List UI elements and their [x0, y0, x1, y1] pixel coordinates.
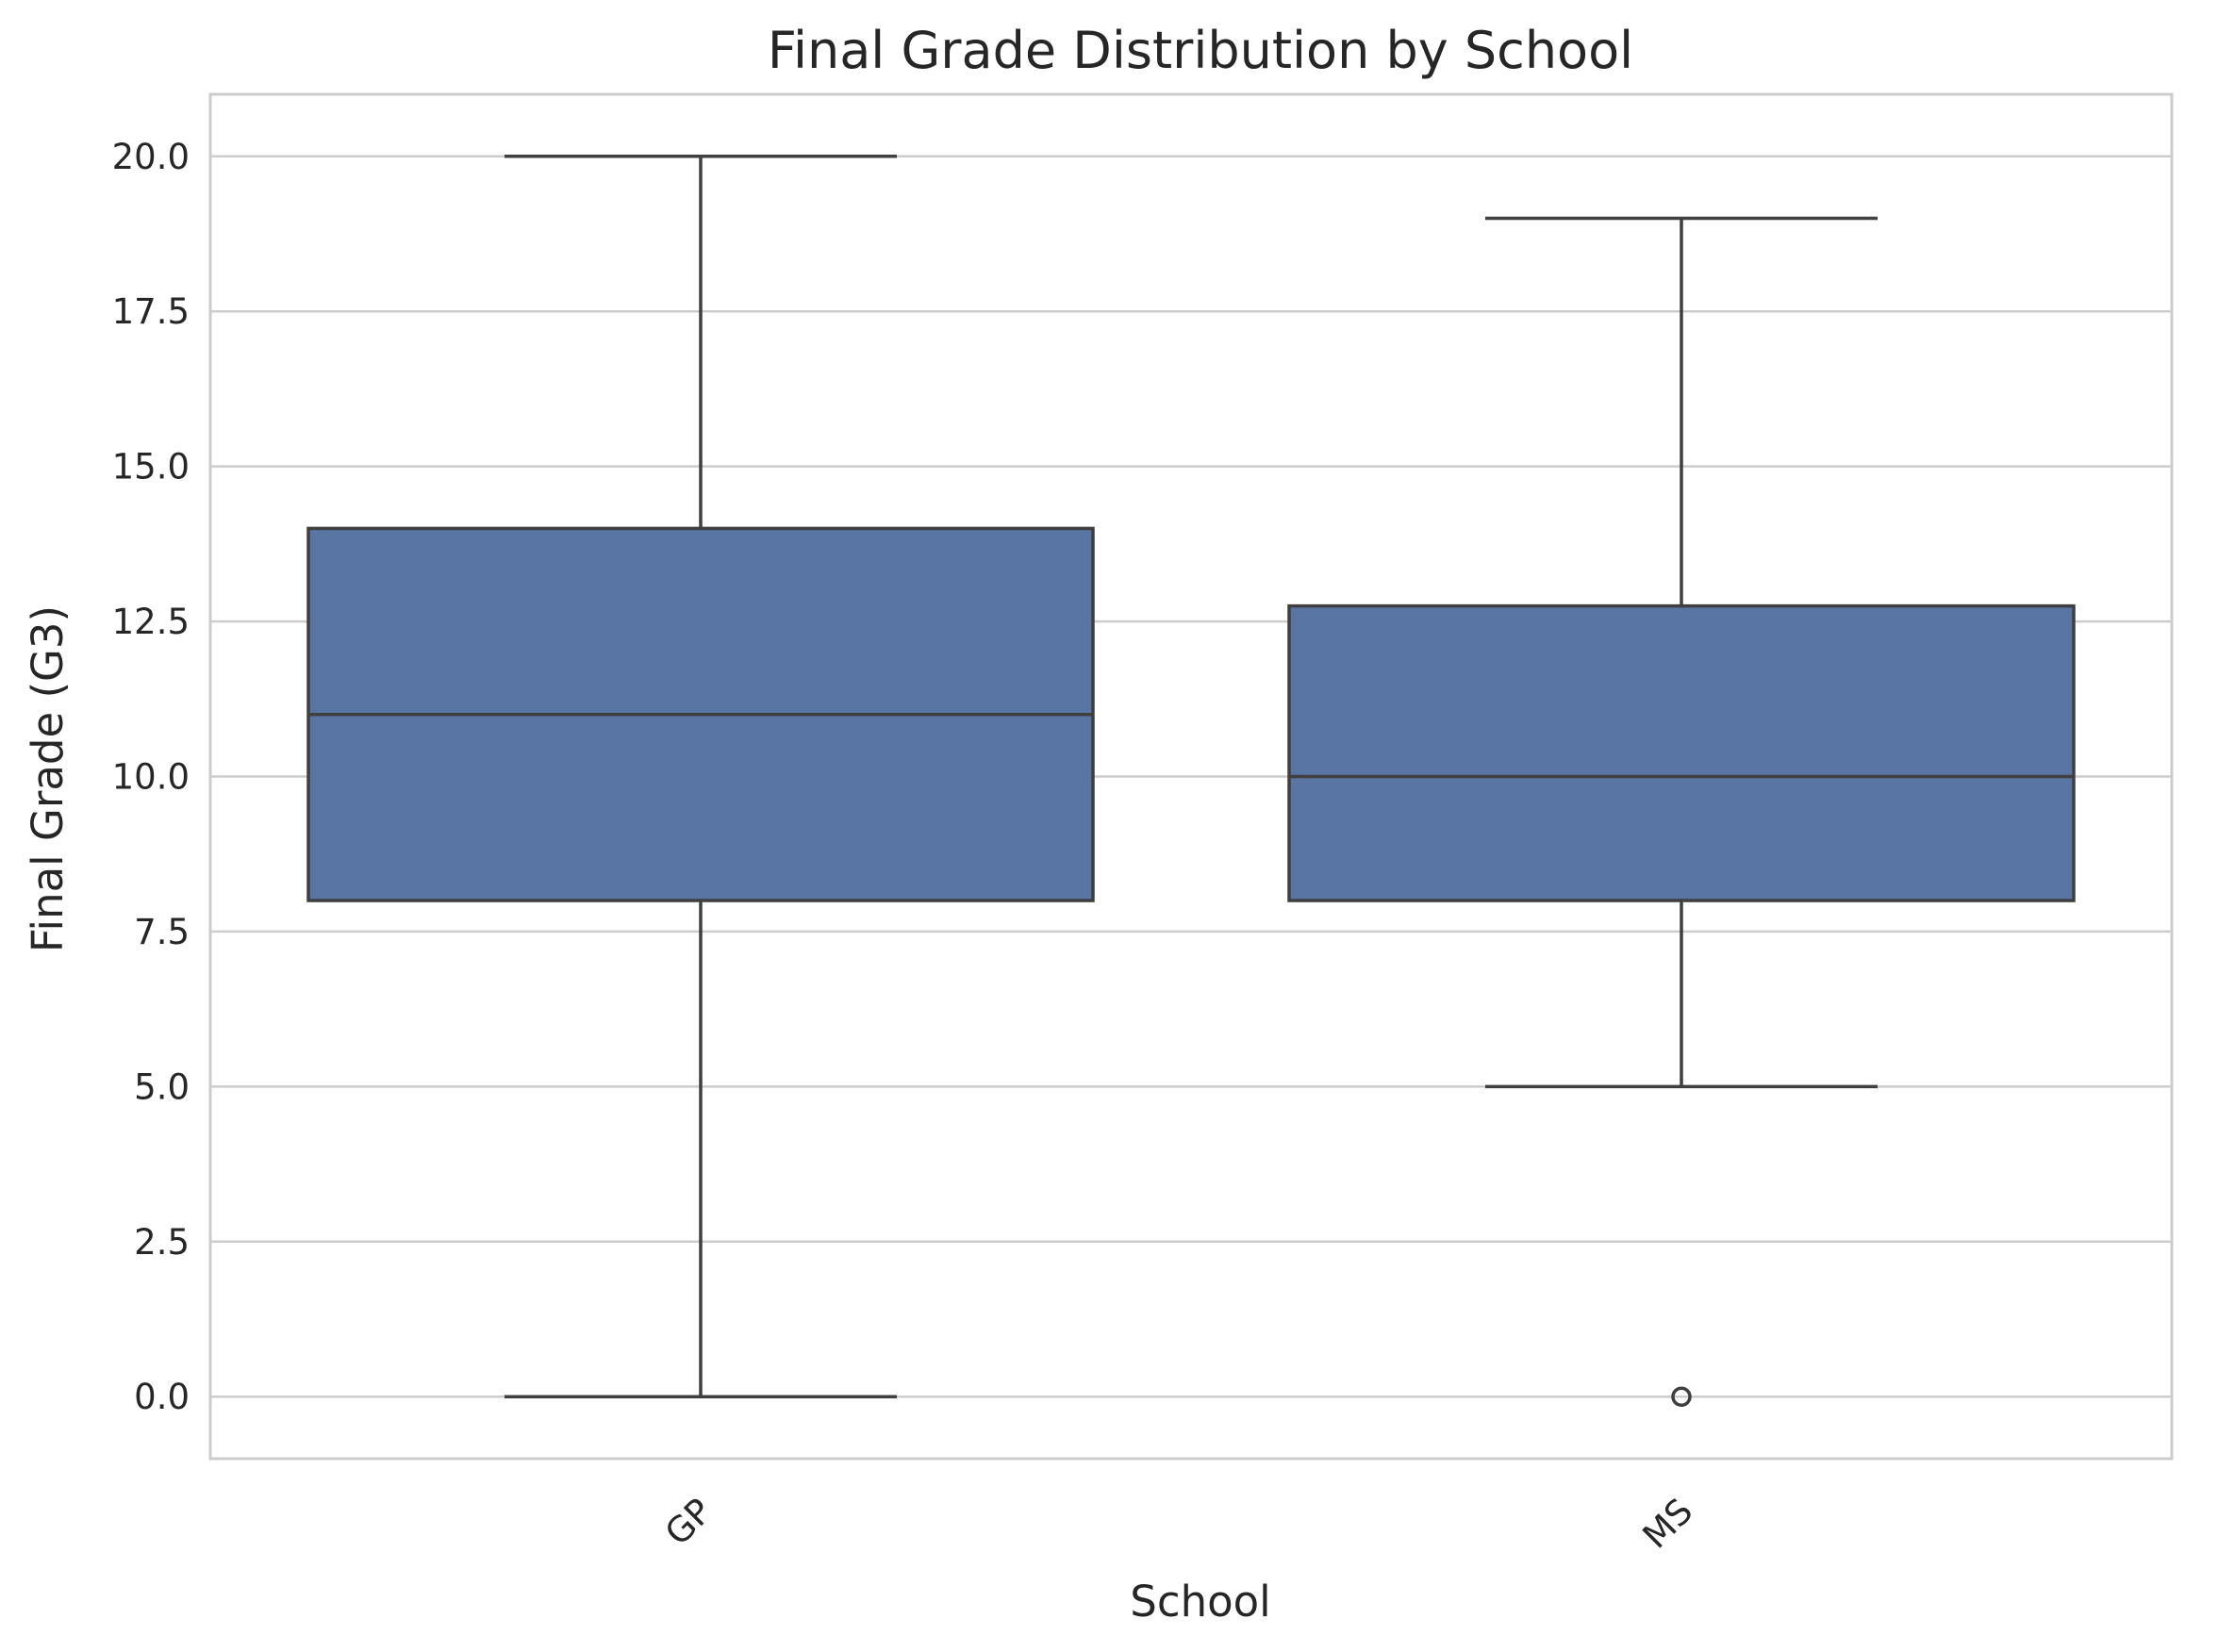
- plot-area-frame: [208, 92, 2174, 1461]
- y-tick-label: 5.0: [134, 1066, 190, 1107]
- chart-title: Final Grade Distribution by School: [768, 21, 1633, 80]
- y-tick-label: 0.0: [134, 1377, 190, 1417]
- x-axis-label: School: [1130, 1577, 1270, 1627]
- y-tick-label: 7.5: [134, 912, 190, 952]
- boxes-layer: [306, 155, 2076, 1407]
- x-tick-labels: GP MS: [657, 1491, 1700, 1557]
- y-tick-label: 12.5: [112, 602, 190, 642]
- y-tick-label: 2.5: [134, 1222, 190, 1263]
- outlier-point: [1671, 1386, 1692, 1407]
- y-axis-label: Final Grade (G3): [23, 605, 73, 952]
- y-tick-label: 20.0: [112, 137, 190, 177]
- y-tick-label: 15.0: [112, 447, 190, 487]
- box-gp: [306, 155, 1095, 1398]
- y-tick-labels: 0.0 2.5 5.0 7.5 10.0 12.5 15.0 17.5 20.0: [112, 137, 190, 1417]
- y-tick-label: 17.5: [112, 291, 190, 332]
- x-tick-label-ms: MS: [1635, 1491, 1701, 1557]
- y-tick-label: 10.0: [112, 757, 190, 798]
- box-ms: [1287, 216, 2076, 1407]
- x-tick-label-gp: GP: [657, 1491, 720, 1553]
- iqr-box: [1287, 603, 2076, 902]
